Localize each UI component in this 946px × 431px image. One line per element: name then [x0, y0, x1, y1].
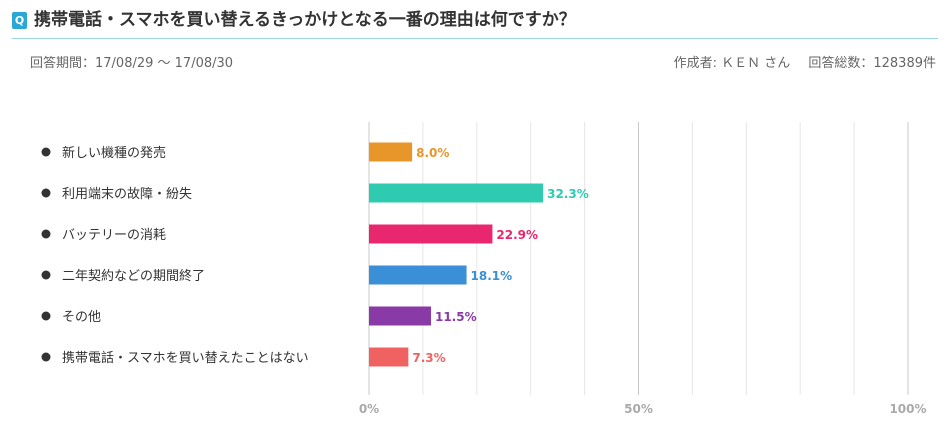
category-label: 二年契約などの期間終了 [62, 268, 205, 284]
category-label: その他 [62, 310, 101, 325]
value-label: 11.5% [435, 310, 477, 324]
bullet-icon [41, 270, 51, 280]
value-label: 7.3% [412, 351, 445, 365]
question-header: Q 携帯電話・スマホを買い替えるきっかけとなる一番の理由は何ですか？ [12, 8, 938, 39]
bar [369, 347, 409, 367]
bullet-icon [41, 229, 51, 239]
value-label: 32.3% [547, 187, 589, 201]
category-label: バッテリーの消耗 [62, 228, 166, 243]
bar [369, 183, 544, 203]
meta-info: 作成者: ＫＥＮ さん 回答総数：128389件 [668, 52, 936, 71]
value-label: 8.0% [416, 146, 449, 160]
total-responses: 回答総数：128389件 [808, 56, 936, 71]
value-label: 22.9% [496, 228, 538, 242]
author[interactable]: 作成者: ＫＥＮ さん [673, 56, 791, 71]
x-tick-label: 0% [359, 402, 379, 416]
bar [369, 306, 431, 326]
value-label: 18.1% [471, 269, 513, 283]
question-badge-icon: Q [12, 12, 27, 29]
bar [369, 265, 467, 285]
x-tick-label: 100% [889, 402, 926, 416]
question-title: 携帯電話・スマホを買い替えるきっかけとなる一番の理由は何ですか？ [34, 10, 576, 30]
bar [369, 224, 493, 244]
bullet-icon [41, 352, 51, 362]
bar [369, 142, 413, 162]
category-label: 新しい機種の発売 [62, 145, 166, 161]
category-label: 携帯電話・スマホを買い替えたことはない [62, 350, 309, 366]
answer-period: 回答期間：17/08/29 〜 17/08/30 [30, 56, 234, 71]
bullet-icon [41, 311, 51, 321]
bullet-icon [41, 147, 51, 157]
bullet-icon [41, 188, 51, 198]
category-label: 利用端末の故障・紛失 [62, 187, 192, 202]
x-tick-label: 50% [624, 402, 653, 416]
